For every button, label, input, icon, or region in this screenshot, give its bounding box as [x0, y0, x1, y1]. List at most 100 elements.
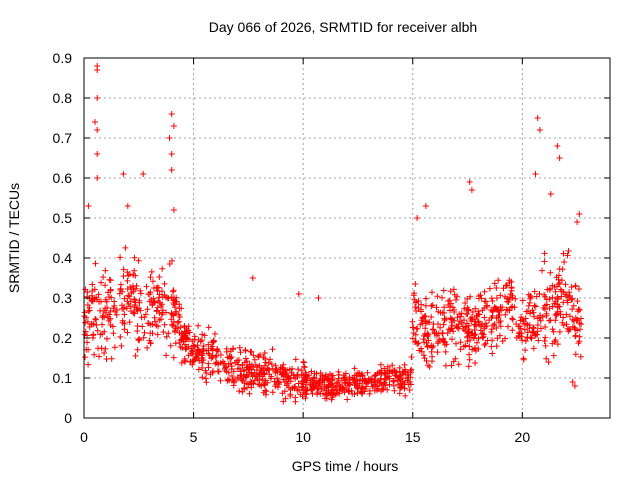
- data-point: [323, 383, 330, 390]
- data-point: [262, 359, 269, 366]
- data-point: [572, 282, 579, 289]
- data-point: [252, 372, 259, 379]
- data-point: [522, 347, 529, 354]
- data-point: [558, 288, 565, 295]
- data-point: [132, 272, 139, 279]
- data-point: [272, 362, 279, 369]
- data-point: [107, 286, 114, 293]
- data-point: [519, 297, 526, 304]
- data-point: [398, 383, 405, 390]
- data-point: [154, 304, 161, 311]
- data-point: [230, 368, 237, 375]
- data-point: [151, 285, 157, 291]
- data-point: [472, 305, 479, 312]
- data-point: [302, 384, 309, 391]
- data-point: [104, 304, 111, 311]
- data-point: [503, 306, 510, 313]
- data-point: [168, 316, 175, 323]
- data-point: [539, 314, 546, 320]
- data-point: [424, 319, 431, 326]
- data-point: [215, 360, 222, 367]
- data-point: [402, 375, 409, 382]
- data-point: [309, 377, 316, 384]
- data-point: [82, 354, 88, 361]
- data-point: [451, 309, 458, 315]
- data-point: [423, 295, 429, 302]
- data-point: [203, 347, 210, 354]
- y-tick-label: 0.5: [53, 210, 73, 226]
- data-point: [141, 329, 148, 336]
- data-point: [317, 370, 324, 376]
- data-point: [189, 338, 196, 345]
- data-point: [299, 379, 306, 385]
- data-point: [94, 67, 101, 73]
- data-point: [284, 367, 291, 374]
- data-point: [131, 254, 138, 261]
- data-point: [556, 280, 563, 286]
- data-point: [477, 327, 484, 334]
- data-point: [468, 187, 475, 193]
- data-point: [475, 335, 482, 342]
- data-point: [440, 287, 447, 294]
- data-point: [179, 335, 186, 341]
- data-point: [513, 321, 520, 327]
- data-point: [92, 260, 99, 267]
- data-point: [414, 215, 421, 221]
- data-point: [467, 315, 474, 322]
- x-tick-label: 20: [515, 429, 531, 445]
- data-point: [308, 368, 315, 375]
- data-point: [144, 306, 151, 313]
- data-point: [120, 266, 127, 273]
- data-point: [536, 290, 543, 297]
- data-point: [434, 349, 441, 356]
- data-point: [96, 353, 102, 360]
- data-point: [132, 352, 139, 359]
- data-point: [190, 350, 197, 357]
- data-point: [255, 381, 262, 388]
- data-point: [251, 377, 258, 384]
- data-point: [122, 244, 129, 251]
- data-point: [166, 135, 173, 141]
- data-point: [125, 292, 132, 299]
- data-point: [571, 383, 578, 389]
- data-point: [543, 296, 550, 303]
- data-point: [522, 338, 529, 344]
- data-point: [431, 329, 438, 336]
- data-point: [307, 382, 314, 389]
- data-point: [448, 362, 455, 369]
- data-point: [261, 370, 268, 377]
- data-point: [85, 361, 92, 368]
- data-point: [359, 390, 366, 397]
- data-point: [146, 291, 153, 298]
- data-point: [198, 337, 205, 344]
- data-point: [242, 355, 249, 362]
- data-point: [178, 330, 185, 337]
- data-point: [151, 314, 158, 321]
- data-point: [348, 387, 355, 394]
- data-point: [252, 361, 259, 368]
- y-tick-label: 0.1: [53, 370, 73, 386]
- data-point: [462, 324, 469, 331]
- data-point: [521, 326, 528, 333]
- data-point: [451, 291, 458, 298]
- data-point: [199, 374, 206, 381]
- data-point: [335, 368, 342, 375]
- data-point: [576, 338, 583, 345]
- data-point: [531, 288, 538, 295]
- data-point: [552, 298, 559, 305]
- data-point: [418, 348, 425, 355]
- data-point: [475, 319, 482, 326]
- data-point: [493, 305, 500, 311]
- data-point: [181, 356, 188, 362]
- data-point: [149, 301, 156, 307]
- data-point: [554, 341, 561, 348]
- data-point: [424, 343, 431, 350]
- data-point: [425, 337, 432, 344]
- data-point: [241, 380, 248, 386]
- data-point: [158, 303, 165, 310]
- data-point: [508, 287, 515, 294]
- data-point: [138, 314, 145, 321]
- data-point: [353, 372, 360, 379]
- data-point: [572, 351, 579, 358]
- data-point: [481, 342, 488, 348]
